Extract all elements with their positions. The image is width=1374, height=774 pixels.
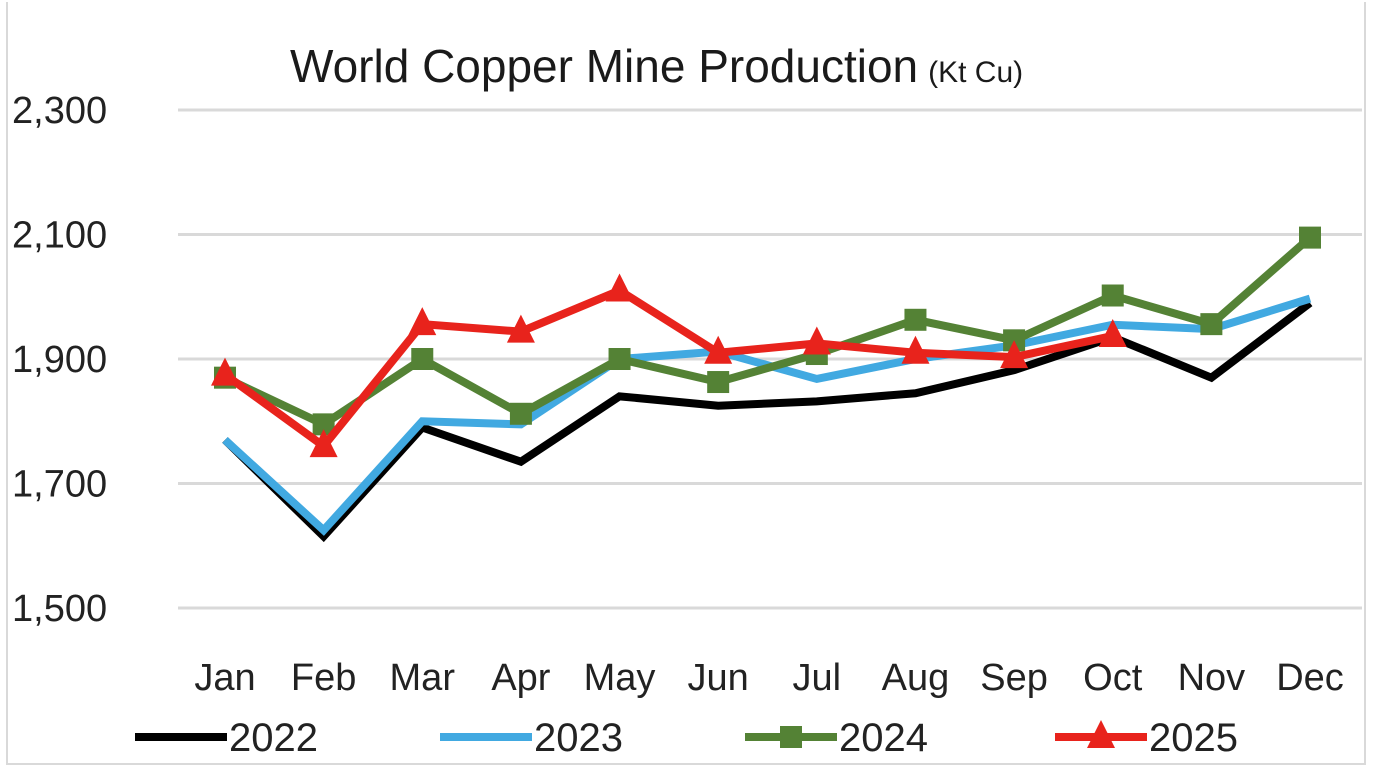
series-2024: [214, 226, 1321, 436]
triangle-marker: [408, 307, 437, 336]
square-marker: [608, 348, 631, 370]
y-tick-label: 1,900: [12, 339, 107, 381]
series-2023: [222, 294, 1312, 536]
y-tick-label: 1,500: [12, 588, 107, 630]
x-tick-label: Apr: [491, 657, 550, 699]
legend-label: 2023: [534, 716, 623, 760]
x-tick-label: Feb: [291, 657, 356, 699]
triangle-marker: [309, 429, 338, 458]
triangle-marker: [802, 326, 831, 355]
legend-item-2023: 2023: [440, 716, 623, 760]
x-axis: Jan Feb Mar Apr May Jun Jul Aug Sep Oct Nov Dec: [194, 657, 1343, 699]
legend: 2022 2023 2024 2025: [135, 716, 1238, 760]
x-tick-label: Mar: [390, 657, 456, 699]
square-marker: [904, 308, 927, 331]
square-marker: [509, 402, 532, 425]
gridlines: [178, 108, 1362, 610]
legend-item-2025: 2025: [1055, 716, 1238, 760]
triangle-marker: [704, 335, 733, 364]
series-line: [223, 234, 1313, 429]
square-marker: [780, 726, 802, 748]
triangle-marker: [211, 357, 239, 386]
square-marker: [312, 413, 335, 436]
legend-item-2022: 2022: [135, 716, 318, 760]
legend-label: 2022: [229, 716, 318, 760]
legend-item-2024: 2024: [745, 716, 928, 760]
square-marker: [1101, 284, 1124, 307]
triangle-marker: [1098, 318, 1127, 347]
x-tick-label: Sep: [980, 657, 1048, 699]
chart-frame: [6, 2, 1366, 765]
triangle-marker: [1000, 340, 1029, 369]
y-tick-label: 2,300: [12, 90, 107, 132]
x-tick-label: May: [584, 657, 656, 699]
series-line: [222, 299, 1313, 543]
square-marker: [1200, 313, 1223, 336]
series-group: [211, 226, 1321, 543]
series-line: [222, 294, 1312, 536]
x-tick-label: Jul: [793, 657, 842, 699]
y-tick-label: 1,700: [12, 464, 107, 506]
x-tick-label: Oct: [1083, 657, 1143, 699]
x-tick-label: Aug: [882, 657, 950, 699]
x-tick-label: Jan: [194, 657, 255, 699]
legend-label: 2025: [1149, 716, 1238, 760]
square-marker: [1299, 226, 1321, 249]
series-2025: [211, 273, 1127, 458]
x-tick-label: Jun: [688, 657, 749, 699]
y-tick-label: 2,100: [12, 215, 107, 257]
chart-title: World Copper Mine Production (Kt Cu): [290, 40, 1023, 92]
triangle-marker: [1087, 720, 1115, 748]
series-line: [222, 286, 1114, 452]
square-marker: [411, 348, 434, 370]
y-axis: 1,500 1,700 1,900 2,100 2,300: [12, 90, 107, 630]
triangle-marker: [605, 273, 634, 302]
triangle-marker: [901, 335, 930, 364]
x-tick-label: Dec: [1276, 657, 1344, 699]
legend-label: 2024: [839, 716, 928, 760]
chart-subtitle: (Kt Cu): [928, 56, 1023, 89]
square-marker: [707, 371, 730, 394]
triangle-marker: [506, 314, 535, 343]
series-2022: [222, 299, 1313, 543]
x-tick-label: Nov: [1178, 657, 1246, 699]
